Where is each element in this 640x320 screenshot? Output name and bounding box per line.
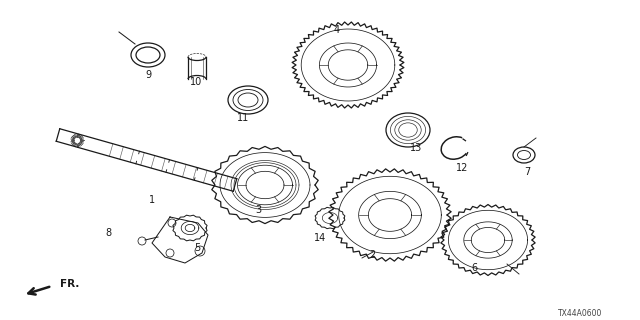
- Text: 13: 13: [410, 143, 422, 153]
- Text: 8: 8: [105, 228, 111, 238]
- Text: 2: 2: [369, 250, 375, 260]
- Text: 7: 7: [524, 167, 530, 177]
- Text: 6: 6: [471, 263, 477, 273]
- Text: 1: 1: [149, 195, 155, 205]
- Text: TX44A0600: TX44A0600: [558, 309, 602, 318]
- Text: 12: 12: [456, 163, 468, 173]
- Text: 11: 11: [237, 113, 249, 123]
- Text: 5: 5: [194, 243, 200, 253]
- Text: 10: 10: [190, 77, 202, 87]
- Text: 9: 9: [145, 70, 151, 80]
- Text: FR.: FR.: [60, 279, 79, 289]
- Text: 3: 3: [255, 205, 261, 215]
- Text: 14: 14: [314, 233, 326, 243]
- Text: 4: 4: [334, 25, 340, 35]
